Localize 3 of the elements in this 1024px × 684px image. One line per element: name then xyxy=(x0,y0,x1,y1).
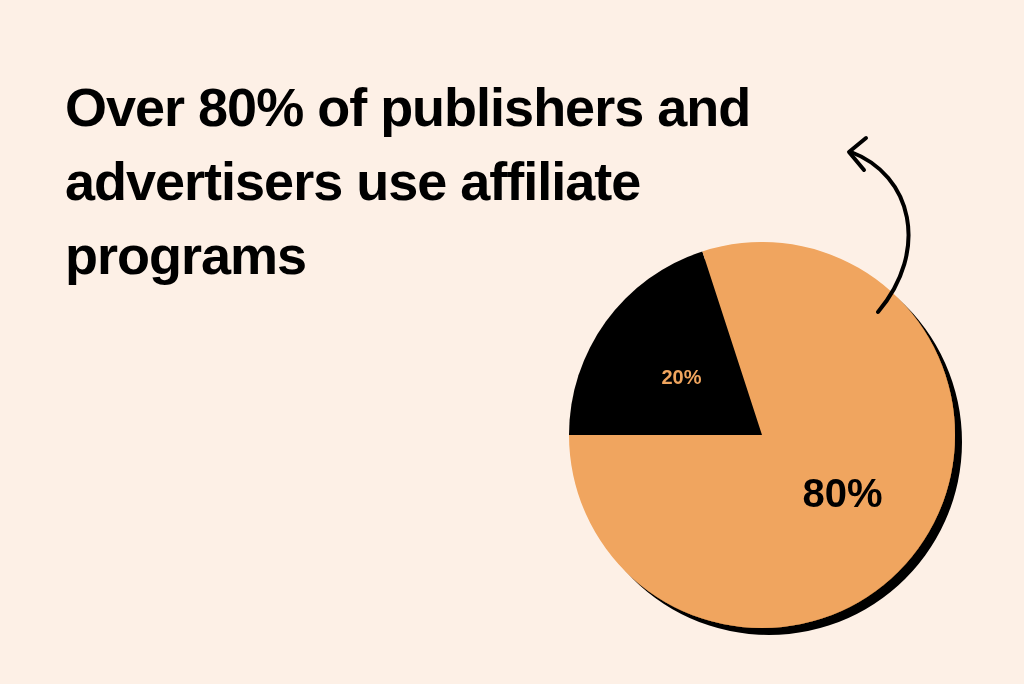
data-label: 80% xyxy=(802,471,883,516)
chart-title: Over 80% of publishers and advertisers use affiliate programs xyxy=(65,76,752,287)
data-label: 20% xyxy=(661,365,702,388)
